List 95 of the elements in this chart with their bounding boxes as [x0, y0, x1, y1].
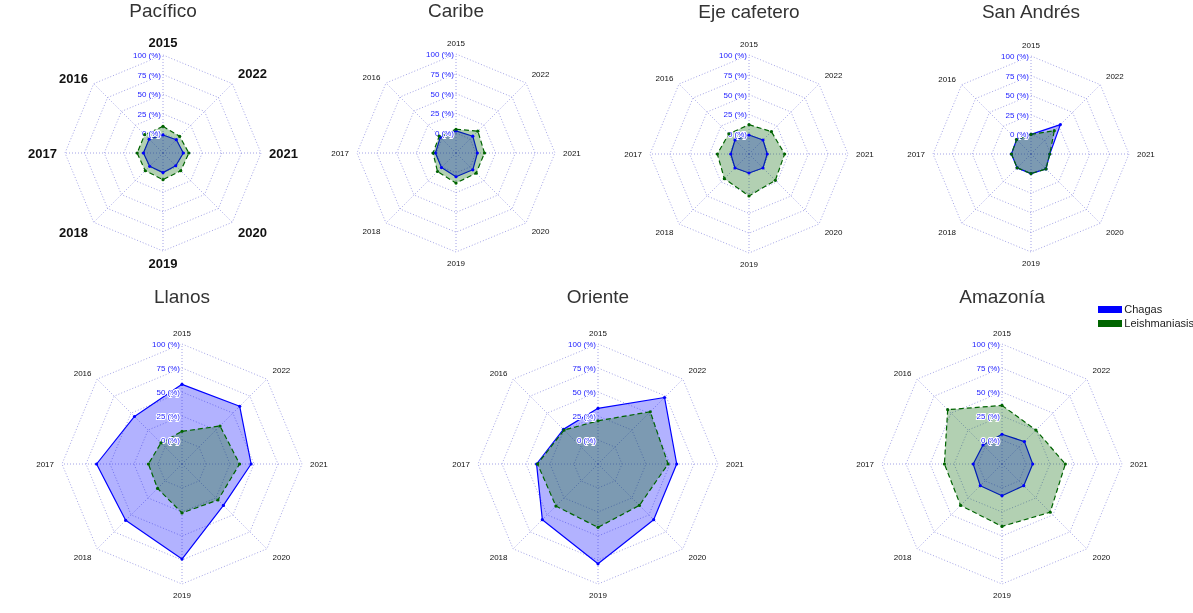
- spoke-label: 2021: [310, 459, 329, 469]
- y-tick-label: 50 (%): [723, 90, 748, 100]
- y-tick-label: 75 (%): [156, 364, 181, 373]
- y-tick-label: 50 (%): [156, 388, 181, 397]
- chart-title: Oriente: [565, 285, 631, 309]
- legend-label: Leishmaniasis: [1124, 317, 1193, 329]
- spoke-label: 2018: [73, 553, 93, 563]
- y-tick-label: 75 (%): [572, 364, 597, 373]
- spoke-label: 2017: [452, 459, 471, 469]
- y-tick-label: 75 (%): [137, 70, 162, 80]
- y-tick-label: 100 (%): [567, 340, 597, 349]
- spoke-label: 2022: [272, 366, 291, 376]
- spoke-label: 2021: [1137, 149, 1156, 159]
- spoke-label: 2021: [269, 145, 298, 161]
- spoke-label: 2017: [331, 148, 350, 158]
- spoke-label: 2022: [237, 66, 267, 82]
- spoke-label: 2015: [589, 329, 608, 338]
- spoke-label: 2017: [36, 459, 55, 469]
- spoke-label: 2020: [237, 225, 267, 241]
- y-tick-label: 25 (%): [430, 109, 455, 119]
- y-tick-label: 75 (%): [1005, 71, 1030, 81]
- spoke-label: 2016: [362, 73, 381, 83]
- y-tick-label: 0 (%): [160, 436, 181, 445]
- spoke-label: 2022: [824, 71, 844, 81]
- spoke-label: 2019: [173, 590, 192, 600]
- spoke-label: 2021: [1130, 459, 1149, 469]
- spoke-label: 2022: [1092, 366, 1111, 376]
- spoke-label: 2019: [447, 258, 466, 268]
- spoke-label: 2019: [148, 256, 178, 272]
- y-tick-label: 25 (%): [976, 412, 1001, 421]
- y-tick-label: 100 (%): [425, 50, 455, 59]
- y-tick-label: 75 (%): [430, 69, 455, 79]
- spoke-label: 2015: [740, 40, 759, 49]
- chart-title: Amazonía: [959, 286, 1045, 307]
- spoke-label: 2021: [563, 148, 582, 158]
- spoke-label: 2016: [489, 369, 509, 379]
- spoke-label: 2020: [272, 553, 291, 563]
- spoke-label: 2020: [688, 553, 707, 563]
- spoke-label: 2017: [907, 149, 926, 159]
- y-tick-label: 75 (%): [723, 70, 748, 80]
- spoke-label: 2018: [362, 227, 381, 237]
- spoke-label: 2018: [655, 228, 674, 238]
- spoke-label: 2020: [531, 227, 551, 237]
- y-tick-label: 100 (%): [971, 340, 1001, 349]
- spoke-label: 2018: [489, 553, 509, 563]
- y-tick-label: 50 (%): [430, 89, 455, 99]
- spoke-label: 2015: [447, 39, 466, 48]
- y-tick-label: 25 (%): [156, 412, 181, 421]
- spoke-label: 2016: [59, 70, 89, 86]
- y-tick-label: 50 (%): [976, 388, 1001, 397]
- y-tick-label: 0 (%): [576, 436, 597, 445]
- spoke-label: 2015: [148, 35, 178, 50]
- spoke-label: 2021: [856, 149, 875, 159]
- spoke-label: 2019: [1022, 258, 1041, 268]
- spoke-label: 2018: [893, 553, 913, 563]
- chart-title: Pacífico: [128, 0, 198, 23]
- y-tick-label: 25 (%): [723, 110, 748, 120]
- y-tick-label: 100 (%): [718, 51, 748, 60]
- y-tick-label: 25 (%): [1005, 110, 1030, 120]
- y-tick-label: 100 (%): [1000, 52, 1030, 61]
- spoke-label: 2020: [1105, 227, 1125, 237]
- y-tick-label: 25 (%): [137, 109, 162, 119]
- spoke-label: 2021: [726, 459, 745, 469]
- spoke-label: 2016: [73, 369, 93, 379]
- y-tick-label: 100 (%): [132, 51, 162, 60]
- y-tick-label: 50 (%): [572, 388, 597, 397]
- y-tick-label: 75 (%): [976, 364, 1001, 373]
- y-tick-label: 25 (%): [572, 412, 597, 421]
- chart-title: Caribe: [427, 0, 485, 23]
- spoke-label: 2022: [688, 366, 707, 376]
- y-tick-label: 100 (%): [151, 340, 181, 349]
- legend-label: Chagas: [1124, 303, 1163, 315]
- chart-title: San Andrés: [980, 0, 1082, 24]
- spoke-label: 2019: [993, 590, 1012, 600]
- spoke-label: 2017: [624, 149, 643, 159]
- spoke-label: 2020: [824, 228, 844, 238]
- spoke-label: 2017: [856, 459, 875, 469]
- spoke-label: 2020: [1092, 553, 1111, 563]
- spoke-label: 2018: [59, 225, 89, 241]
- y-tick-label: 50 (%): [1005, 91, 1030, 101]
- chart-title: Llanos: [153, 285, 211, 309]
- spoke-label: 2015: [173, 329, 192, 338]
- spoke-label: 2016: [655, 74, 674, 84]
- spoke-label: 2017: [28, 145, 57, 161]
- spoke-label: 2022: [1105, 72, 1125, 82]
- spoke-label: 2022: [531, 70, 551, 80]
- y-tick-label: 50 (%): [137, 90, 162, 100]
- chart-title: Eje cafetero: [697, 0, 801, 24]
- spoke-label: 2019: [740, 259, 759, 269]
- spoke-label: 2016: [893, 369, 913, 379]
- spoke-label: 2015: [1022, 41, 1041, 50]
- spoke-label: 2018: [938, 227, 957, 237]
- spoke-label: 2016: [938, 74, 957, 84]
- spoke-label: 2015: [993, 329, 1012, 338]
- spoke-label: 2019: [589, 590, 608, 600]
